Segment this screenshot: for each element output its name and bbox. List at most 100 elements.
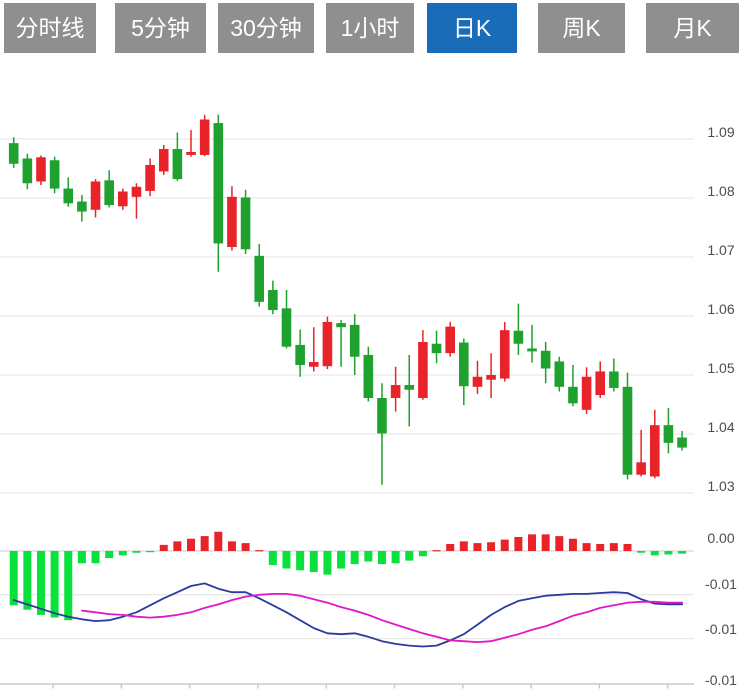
candle-body-up (36, 157, 46, 182)
macd-bar-up (568, 538, 577, 551)
macd-bar-up (214, 531, 223, 551)
macd-bar-down (105, 551, 114, 559)
candle-body-up (118, 191, 128, 207)
candle-body-down (404, 385, 415, 390)
macd-bar-up (487, 542, 496, 551)
tab-daily[interactable]: 日K (427, 3, 517, 53)
candle-body-down (554, 361, 565, 387)
macd-bar-up (582, 543, 591, 551)
candle-body-up (131, 186, 142, 197)
candle-body-down (213, 123, 224, 244)
price-axis-label: 1.04 (707, 419, 734, 435)
candle-body-down (49, 160, 60, 189)
candle-body-down (268, 290, 278, 311)
macd-bar-up (432, 550, 441, 552)
macd-bar-down (364, 551, 373, 562)
macd-bar-down (282, 551, 291, 569)
macd-bar-down (418, 551, 427, 557)
candle-body-down (104, 180, 114, 206)
macd-axis-label: -0.01 (705, 576, 737, 592)
candle-body-down (377, 398, 387, 434)
macd-bar-up (623, 543, 632, 551)
tab-daily-label: 日K (452, 15, 492, 41)
macd-bar-down (36, 551, 45, 615)
candle-body-up (649, 425, 660, 477)
candle-body-down (8, 143, 19, 164)
candle-body-down (513, 330, 524, 344)
candle-body-down (568, 386, 578, 404)
tab-monthly-label: 月K (673, 15, 712, 41)
tab-30min[interactable]: 30分钟 (218, 3, 314, 53)
price-axis-label: 1.08 (707, 183, 734, 199)
tab-5min[interactable]: 5分钟 (115, 3, 206, 53)
candle-body-down (295, 344, 305, 365)
candle-body-down (172, 149, 183, 180)
macd-bar-down (23, 551, 32, 610)
candle-body-down (281, 308, 292, 347)
macd-bar-down (77, 551, 86, 564)
macd-axis-label: -0.01 (705, 621, 737, 637)
macd-bar-up (255, 550, 264, 552)
macd-bar-up (609, 543, 618, 551)
candle-body-up (445, 326, 455, 354)
macd-bar-down (132, 551, 141, 553)
macd-bar-down (268, 551, 277, 566)
candle-body-up (595, 371, 606, 396)
candle-body-down (431, 343, 442, 354)
tab-5min-label: 5分钟 (131, 15, 190, 41)
macd-axis-label: -0.01 (705, 672, 737, 688)
candle-body-up (199, 119, 210, 155)
tab-weekly[interactable]: 周K (538, 3, 625, 53)
candle-body-up (486, 375, 496, 380)
macd-bar-up (514, 536, 523, 551)
macd-bar-down (9, 551, 18, 606)
candle-body-up (581, 376, 592, 410)
price-axis-label: 1.09 (707, 124, 734, 140)
candle-body-up (158, 149, 169, 172)
price-axis-label: 1.05 (707, 360, 734, 376)
macd-bar-up (200, 536, 209, 551)
candle-body-up (322, 321, 333, 367)
macd-bar-down (50, 551, 59, 618)
macd-bar-down (323, 551, 332, 575)
tab-timeline[interactable]: 分时线 (4, 3, 96, 53)
macd-bar-up (227, 541, 236, 551)
macd-bar-down (664, 551, 673, 555)
tab-1hour[interactable]: 1小时 (326, 3, 414, 53)
candle-body-down (63, 188, 74, 204)
macd-bar-up (500, 539, 509, 551)
candle-body-down (622, 386, 633, 475)
macd-bar-down (337, 551, 346, 569)
macd-bar-up (596, 543, 605, 551)
macd-axis-label: 0.00 (707, 530, 734, 546)
macd-bar-down (350, 551, 359, 565)
macd-bar-up (173, 541, 182, 551)
candle-body-up (636, 462, 646, 475)
macd-bar-down (91, 551, 100, 564)
tab-1hour-label: 1小时 (340, 15, 400, 41)
macd-bar-up (159, 544, 168, 551)
macd-bar-down (64, 551, 73, 621)
candle-body-up (499, 330, 510, 379)
candle-body-down (240, 197, 251, 250)
tab-30min-label: 30分钟 (230, 15, 302, 41)
tab-monthly[interactable]: 月K (646, 3, 739, 53)
dea-line (81, 593, 683, 643)
candle-body-down (349, 324, 360, 357)
candle-body-down (663, 425, 674, 443)
macd-bar-down (296, 551, 305, 571)
macd-bar-down (377, 551, 386, 565)
macd-bar-up (446, 543, 455, 551)
macd-bar-down (146, 551, 155, 553)
macd-bar-up (541, 534, 550, 551)
candle-body-down (459, 342, 469, 387)
macd-bar-down (391, 551, 400, 564)
candle-body-down (677, 437, 687, 448)
candle-body-up (472, 376, 483, 387)
candle-body-down (363, 354, 374, 399)
price-axis-label: 1.03 (707, 478, 734, 494)
candle-body-down (254, 255, 265, 302)
candle-body-down (540, 350, 551, 369)
